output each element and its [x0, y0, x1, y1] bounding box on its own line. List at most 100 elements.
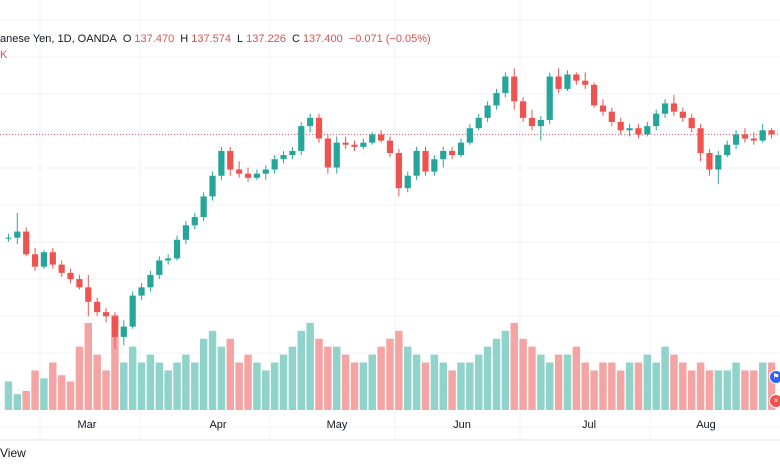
x-tick-label: Apr — [209, 419, 226, 431]
flag-icon[interactable]: ⚑ — [769, 370, 780, 384]
volume-bar — [341, 354, 350, 410]
volume-bar — [22, 391, 30, 410]
candle-body — [76, 279, 83, 288]
candle-body — [129, 295, 136, 327]
candle-body — [590, 84, 598, 106]
volume-bar — [315, 338, 323, 410]
candle-body — [697, 128, 704, 153]
volume-bar — [466, 362, 474, 410]
volume-bar — [537, 354, 545, 410]
candle-body — [511, 76, 518, 102]
x-tick-label: Jul — [582, 419, 596, 431]
candle-body — [528, 117, 536, 127]
volume-bar — [4, 381, 13, 410]
ohlc-legend: anese Yen, 1D, OANDA O 137.470 H 137.574 L… — [0, 33, 434, 45]
volume-bar — [253, 362, 261, 410]
volume-bar — [235, 362, 243, 410]
high-value: 137.574 — [191, 33, 231, 45]
volume-bar — [66, 381, 75, 410]
candle-body — [236, 169, 243, 174]
volume-bar — [279, 354, 288, 410]
candle-body — [23, 231, 30, 255]
volume-bar — [723, 370, 731, 410]
candle-body — [555, 76, 562, 89]
candle-body — [626, 128, 633, 131]
volume-bar — [324, 346, 332, 410]
x-tick-label: Mar — [78, 419, 97, 431]
candle-body — [440, 150, 447, 160]
footer-view-text[interactable]: View — [0, 446, 26, 460]
candle-body — [369, 134, 376, 143]
volume-bar — [412, 354, 421, 410]
volume-bar — [475, 354, 483, 410]
candle-body — [209, 175, 216, 197]
volume-bar — [359, 362, 368, 410]
volume-bar — [563, 354, 572, 410]
candle-body — [324, 138, 331, 168]
volume-bar — [350, 362, 359, 410]
candle-body — [289, 150, 296, 156]
candle-body — [67, 272, 74, 280]
candle-body — [608, 111, 615, 122]
volume-bar — [395, 330, 403, 410]
volume-bar — [581, 362, 589, 410]
candle-body — [165, 258, 172, 261]
x-tick-label: Aug — [696, 419, 716, 431]
volume-bar — [226, 338, 235, 410]
candle-body — [271, 159, 278, 170]
candle-body — [173, 239, 181, 259]
x-tick-label: Jun — [453, 419, 471, 431]
candle-body — [493, 93, 500, 106]
candle-body — [431, 159, 438, 172]
volume-bar — [57, 375, 66, 410]
candle-body — [244, 173, 252, 178]
high-label: H — [180, 33, 189, 45]
candle-body — [147, 274, 154, 288]
volume-bar — [102, 370, 110, 410]
candle-body — [200, 196, 207, 218]
volume-bar — [288, 346, 297, 410]
volume-bar — [208, 330, 217, 410]
candle-body — [644, 126, 651, 135]
candle-body — [5, 237, 12, 239]
candle-body — [49, 252, 56, 265]
candle-body — [85, 287, 92, 302]
volume-bar — [483, 346, 492, 410]
candle-body — [688, 117, 695, 129]
volume-bar — [679, 362, 687, 410]
candle-body — [386, 140, 394, 153]
candle-body — [564, 74, 571, 89]
volume-bar — [191, 362, 199, 410]
volume-bar — [306, 322, 314, 410]
candle-body — [102, 312, 110, 317]
candle-body — [120, 326, 127, 337]
volume-bar — [137, 362, 146, 410]
volume-bar — [84, 322, 93, 410]
volume-bar — [457, 362, 465, 410]
candle-body — [262, 169, 269, 174]
candle-body — [537, 119, 544, 127]
volume-bar — [643, 354, 652, 410]
change-value: −0.071 (−0.05%) — [348, 33, 431, 45]
candle-body — [138, 287, 145, 296]
volume-bar — [368, 354, 376, 410]
candle-body — [413, 150, 420, 176]
volume-bar — [758, 362, 767, 410]
candle-body — [40, 252, 48, 267]
volume-bar — [93, 354, 101, 410]
volume-bar — [705, 370, 714, 410]
candle-body — [342, 142, 349, 145]
volume-bar — [75, 346, 84, 410]
remove-icon[interactable]: × — [769, 394, 780, 408]
candle-body — [227, 150, 234, 170]
volume-bar — [120, 362, 128, 410]
volume-bar — [297, 330, 305, 410]
volume-bar — [31, 370, 39, 410]
candle-body — [307, 117, 314, 127]
volume-bar — [173, 362, 181, 410]
volume-bar — [750, 370, 758, 410]
low-value: 137.226 — [246, 33, 286, 45]
volume-bar — [599, 362, 607, 410]
